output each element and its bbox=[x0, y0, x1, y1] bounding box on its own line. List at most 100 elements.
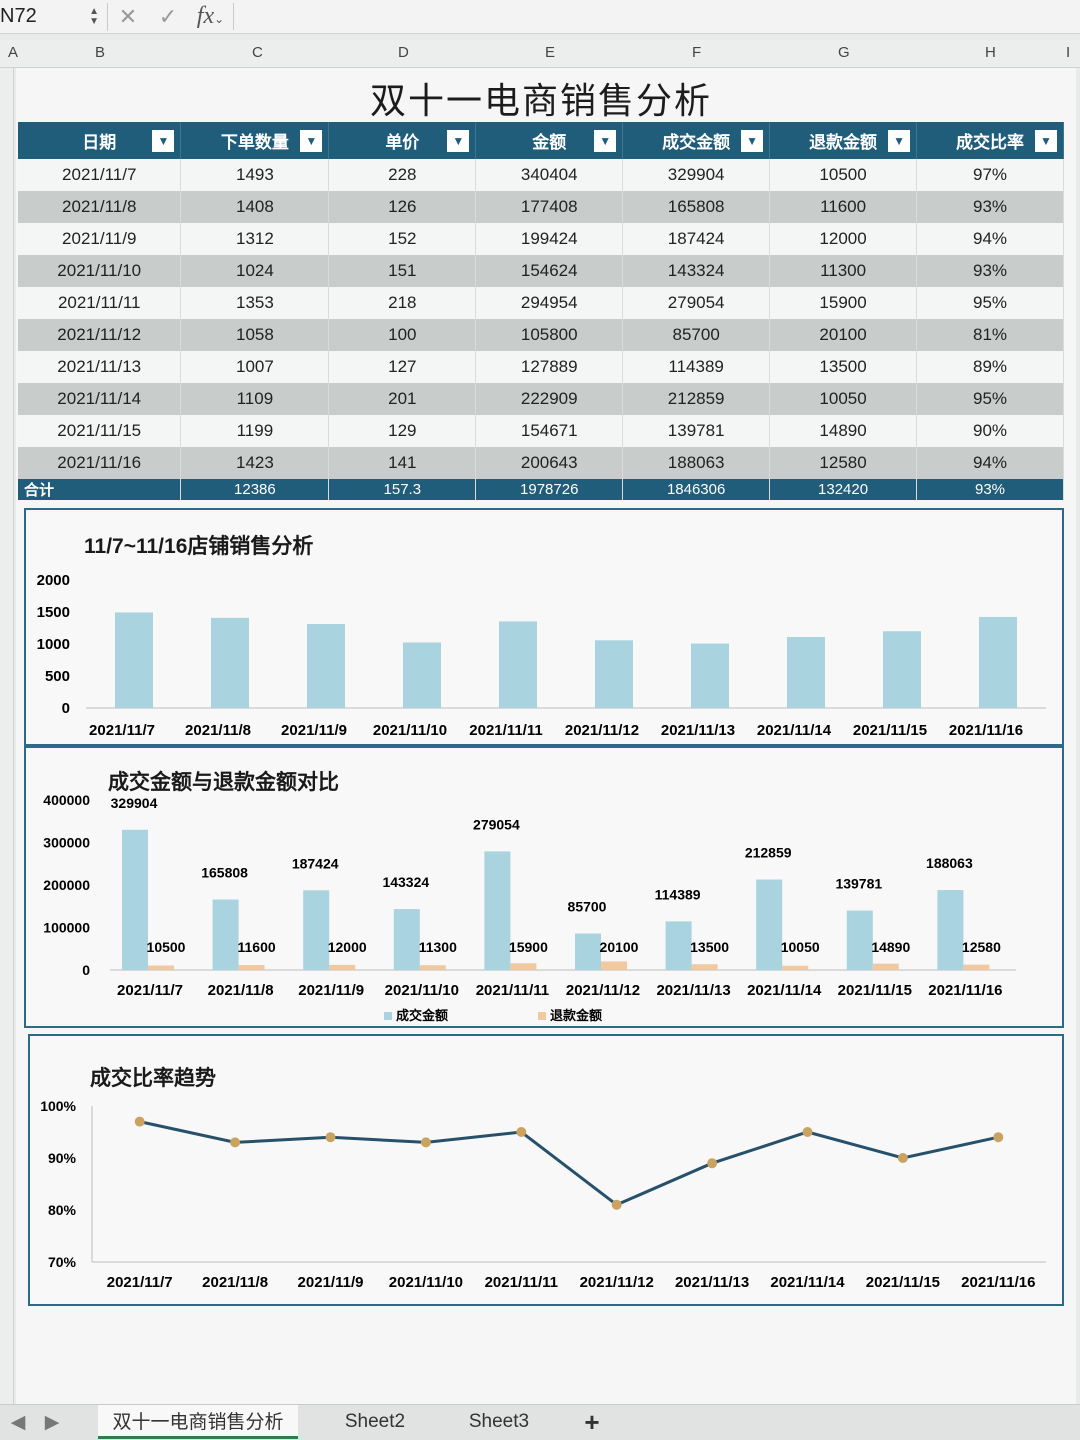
table-cell[interactable]: 151 bbox=[328, 255, 477, 287]
table-cell[interactable]: 129 bbox=[328, 415, 477, 447]
table-cell[interactable]: 114389 bbox=[622, 351, 771, 383]
table-cell[interactable]: 228 bbox=[328, 159, 477, 191]
row-number[interactable] bbox=[0, 1087, 13, 1108]
row-number[interactable] bbox=[0, 359, 13, 380]
row-number[interactable] bbox=[0, 463, 13, 484]
row-number[interactable] bbox=[0, 962, 13, 983]
row-number[interactable] bbox=[0, 1025, 13, 1046]
table-cell[interactable]: 90% bbox=[916, 415, 1064, 447]
total-cell[interactable]: 1978726 bbox=[475, 479, 624, 500]
table-cell[interactable]: 11600 bbox=[769, 191, 918, 223]
table-cell[interactable]: 1199 bbox=[180, 415, 330, 447]
row-number[interactable] bbox=[0, 796, 13, 817]
row-number[interactable] bbox=[0, 1191, 13, 1212]
filter-dropdown-icon[interactable]: ▼ bbox=[741, 130, 764, 152]
row-number[interactable] bbox=[0, 1274, 13, 1295]
row-number[interactable] bbox=[0, 401, 13, 422]
table-cell[interactable]: 2021/11/12 bbox=[18, 319, 182, 351]
row-number[interactable] bbox=[0, 338, 13, 359]
row-number[interactable] bbox=[0, 671, 13, 692]
table-cell[interactable]: 152 bbox=[328, 223, 477, 255]
formula-input[interactable] bbox=[234, 3, 1080, 31]
row-number[interactable] bbox=[0, 879, 13, 900]
row-number[interactable] bbox=[0, 255, 13, 276]
table-cell[interactable]: 154624 bbox=[475, 255, 624, 287]
total-cell[interactable]: 93% bbox=[916, 479, 1064, 500]
row-number[interactable] bbox=[0, 172, 13, 193]
table-cell[interactable]: 188063 bbox=[622, 447, 771, 479]
table-cell[interactable]: 154671 bbox=[475, 415, 624, 447]
table-cell[interactable]: 1058 bbox=[180, 319, 330, 351]
total-cell[interactable]: 12386 bbox=[180, 479, 330, 500]
column-header-c[interactable]: C bbox=[252, 44, 263, 61]
filter-dropdown-icon[interactable]: ▼ bbox=[447, 130, 470, 152]
table-cell[interactable]: 94% bbox=[916, 223, 1064, 255]
row-number[interactable] bbox=[0, 484, 13, 505]
total-cell[interactable]: 合计 bbox=[18, 479, 182, 500]
row-number[interactable] bbox=[0, 1378, 13, 1399]
filter-dropdown-icon[interactable]: ▼ bbox=[152, 130, 175, 152]
table-cell[interactable]: 212859 bbox=[622, 383, 771, 415]
chart-sales-qty[interactable]: 11/7~11/16店铺销售分析 2000 1500 1000 500 0 2021/11… bbox=[24, 508, 1064, 746]
column-header-g[interactable]: G bbox=[838, 44, 850, 61]
row-number[interactable] bbox=[0, 110, 13, 131]
row-number[interactable] bbox=[0, 234, 13, 255]
row-number[interactable] bbox=[0, 130, 13, 151]
table-cell[interactable]: 100 bbox=[328, 319, 477, 351]
row-number[interactable] bbox=[0, 734, 13, 755]
table-cell[interactable]: 139781 bbox=[622, 415, 771, 447]
table-cell[interactable]: 2021/11/11 bbox=[18, 287, 182, 319]
row-number[interactable] bbox=[0, 526, 13, 547]
table-cell[interactable]: 177408 bbox=[475, 191, 624, 223]
table-cell[interactable]: 97% bbox=[916, 159, 1064, 191]
table-cell[interactable]: 127889 bbox=[475, 351, 624, 383]
row-number[interactable] bbox=[0, 68, 13, 89]
row-number[interactable] bbox=[0, 1233, 13, 1254]
table-cell[interactable]: 2021/11/14 bbox=[18, 383, 182, 415]
row-number[interactable] bbox=[0, 588, 13, 609]
row-number[interactable] bbox=[0, 754, 13, 775]
name-box-spinner-icon[interactable]: ▲ ▼ bbox=[89, 5, 99, 27]
table-cell[interactable]: 2021/11/7 bbox=[18, 159, 182, 191]
table-cell[interactable]: 126 bbox=[328, 191, 477, 223]
add-sheet-button[interactable]: + bbox=[584, 1406, 600, 1437]
scroll-right-icon[interactable]: ▶ bbox=[44, 1411, 60, 1433]
table-cell[interactable]: 2021/11/16 bbox=[18, 447, 182, 479]
scroll-left-icon[interactable]: ◀ bbox=[10, 1411, 26, 1433]
table-cell[interactable]: 141 bbox=[328, 447, 477, 479]
table-cell[interactable]: 93% bbox=[916, 255, 1064, 287]
chart-deal-vs-refund[interactable]: 成交金额与退款金额对比 400000 300000 200000 100000 0 329… bbox=[24, 746, 1064, 1028]
table-cell[interactable]: 294954 bbox=[475, 287, 624, 319]
row-number[interactable] bbox=[0, 1149, 13, 1170]
table-cell[interactable]: 2021/11/9 bbox=[18, 223, 182, 255]
confirm-icon[interactable]: ✓ bbox=[158, 3, 178, 29]
column-header-d[interactable]: D bbox=[398, 44, 409, 61]
row-number[interactable] bbox=[0, 380, 13, 401]
table-cell[interactable]: 199424 bbox=[475, 223, 624, 255]
table-cell[interactable]: 1353 bbox=[180, 287, 330, 319]
table-cell[interactable]: 12000 bbox=[769, 223, 918, 255]
table-cell[interactable]: 10500 bbox=[769, 159, 918, 191]
table-cell[interactable]: 2021/11/13 bbox=[18, 351, 182, 383]
cancel-icon[interactable]: ✕ bbox=[118, 3, 138, 29]
row-number[interactable] bbox=[0, 921, 13, 942]
table-cell[interactable]: 15900 bbox=[769, 287, 918, 319]
table-cell[interactable]: 222909 bbox=[475, 383, 624, 415]
table-cell[interactable]: 127 bbox=[328, 351, 477, 383]
row-number[interactable] bbox=[0, 630, 13, 651]
column-header-i[interactable]: I bbox=[1066, 44, 1071, 61]
filter-dropdown-icon[interactable]: ▼ bbox=[594, 130, 617, 152]
table-cell[interactable]: 12580 bbox=[769, 447, 918, 479]
row-number[interactable] bbox=[0, 1295, 13, 1316]
filter-dropdown-icon[interactable]: ▼ bbox=[1035, 130, 1057, 152]
table-cell[interactable]: 20100 bbox=[769, 319, 918, 351]
name-box[interactable]: N72 ▲ ▼ bbox=[0, 2, 108, 31]
table-cell[interactable]: 1007 bbox=[180, 351, 330, 383]
table-cell[interactable]: 11300 bbox=[769, 255, 918, 287]
row-number[interactable] bbox=[0, 1004, 13, 1025]
table-cell[interactable]: 95% bbox=[916, 287, 1064, 319]
total-cell[interactable]: 132420 bbox=[769, 479, 918, 500]
table-cell[interactable]: 340404 bbox=[475, 159, 624, 191]
table-cell[interactable]: 95% bbox=[916, 383, 1064, 415]
filter-dropdown-icon[interactable]: ▼ bbox=[888, 130, 911, 152]
